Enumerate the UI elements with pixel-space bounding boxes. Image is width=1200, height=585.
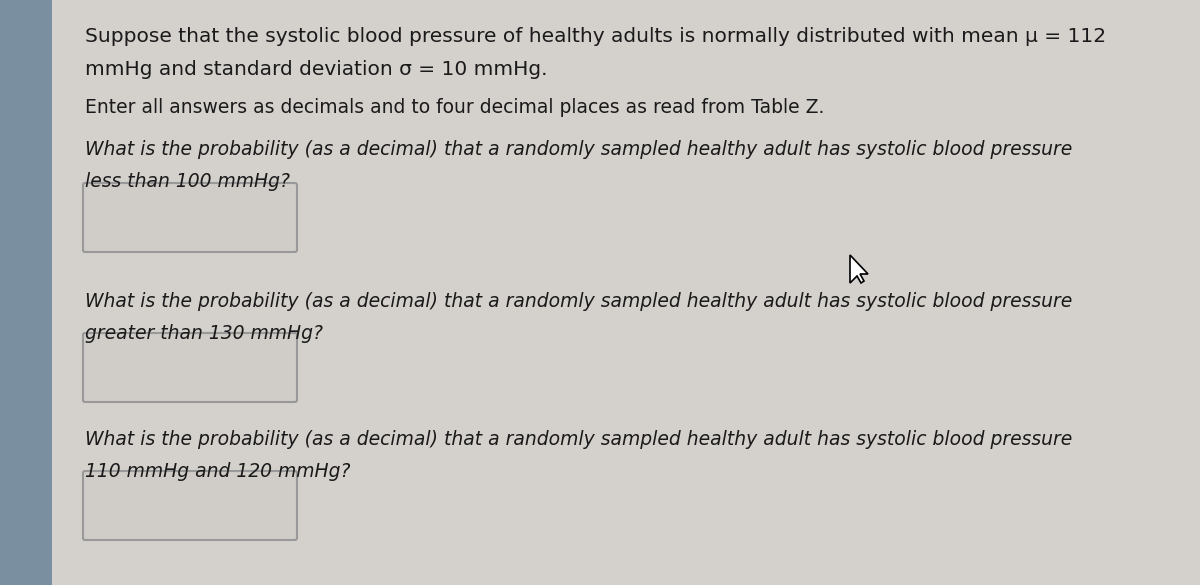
- Text: What is the probability (as a decimal) that a randomly sampled healthy adult has: What is the probability (as a decimal) t…: [85, 140, 1073, 159]
- Text: Enter all answers as decimals and to four decimal places as read from Table Z.: Enter all answers as decimals and to fou…: [85, 98, 824, 117]
- Text: What is the probability (as a decimal) that a randomly sampled healthy adult has: What is the probability (as a decimal) t…: [85, 430, 1073, 449]
- FancyBboxPatch shape: [83, 183, 298, 252]
- FancyBboxPatch shape: [83, 333, 298, 402]
- Text: What is the probability (as a decimal) that a randomly sampled healthy adult has: What is the probability (as a decimal) t…: [85, 292, 1073, 311]
- FancyBboxPatch shape: [83, 471, 298, 540]
- Text: Suppose that the systolic blood pressure of healthy adults is normally distribut: Suppose that the systolic blood pressure…: [85, 27, 1106, 46]
- Bar: [0, 0, 52, 585]
- Text: mmHg and standard deviation σ = 10 mmHg.: mmHg and standard deviation σ = 10 mmHg.: [85, 60, 547, 79]
- Text: 110 mmHg and 120 mmHg?: 110 mmHg and 120 mmHg?: [85, 462, 350, 481]
- Polygon shape: [850, 255, 868, 283]
- Text: greater than 130 mmHg?: greater than 130 mmHg?: [85, 324, 323, 343]
- Text: less than 100 mmHg?: less than 100 mmHg?: [85, 172, 290, 191]
